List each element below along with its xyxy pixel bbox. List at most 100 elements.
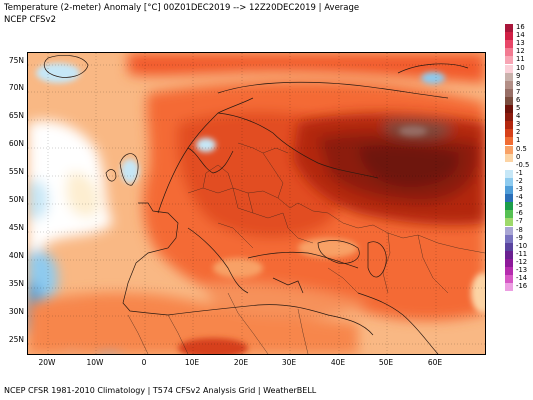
legend-label: -1: [516, 168, 523, 177]
lat-label: 55N: [8, 167, 24, 176]
legend-swatch: [505, 250, 513, 259]
legend-swatch: [505, 72, 513, 81]
legend-entry: 14: [505, 31, 533, 41]
legend-swatch: [505, 275, 513, 284]
legend-swatch: [505, 153, 513, 162]
legend-entry: 8: [505, 79, 533, 89]
legend-label: -16: [516, 282, 528, 291]
legend-label: -6: [516, 209, 523, 218]
anomaly-map: [27, 52, 486, 355]
legend-entry: 16: [505, 23, 533, 33]
legend-swatch: [505, 24, 513, 33]
legend-entry: -10: [505, 241, 533, 251]
legend-entry: 7: [505, 88, 533, 97]
legend-entry: -5: [505, 201, 533, 211]
legend-entry: -8: [505, 225, 533, 235]
legend-entry: -14: [505, 274, 533, 284]
legend-label: 3: [516, 120, 521, 129]
legend-swatch: [505, 48, 513, 57]
legend-entry: -1: [505, 168, 533, 178]
legend-swatch: [505, 32, 513, 41]
lat-label: 50N: [8, 195, 24, 204]
legend-swatch: [505, 88, 513, 97]
legend-entry: 5: [505, 104, 533, 114]
chart-title: Temperature (2-meter) Anomaly [°C] 00Z01…: [4, 3, 360, 13]
legend-entry: -7: [505, 217, 533, 227]
legend-entry: 0: [505, 152, 533, 162]
legend-label: -5: [516, 201, 523, 210]
lat-label: 35N: [8, 279, 24, 288]
legend-label: 11: [516, 55, 525, 64]
legend-label: 5: [516, 104, 521, 112]
legend-swatch: [505, 169, 513, 178]
legend-label: 14: [516, 31, 525, 40]
legend-entry: 13: [505, 39, 533, 49]
legend-swatch: [505, 202, 513, 211]
legend-label: 0: [516, 152, 521, 161]
legend-entry: -3: [505, 185, 533, 195]
legend-swatch: [505, 129, 513, 138]
legend-label: 8: [516, 79, 521, 88]
legend-label: -2: [516, 176, 523, 185]
legend-label: 16: [516, 23, 525, 31]
legend-label: 12: [516, 47, 525, 56]
legend-label: -7: [516, 217, 523, 226]
legend-label: 0.5: [516, 144, 527, 153]
legend-entry: -2: [505, 176, 533, 186]
legend-entry: 12: [505, 47, 533, 57]
anomaly-map-canvas: [28, 53, 485, 354]
legend-swatch: [505, 186, 513, 195]
legend-swatch: [505, 137, 513, 146]
legend-swatch: [505, 56, 513, 65]
legend-label: 6: [516, 95, 521, 104]
legend-label: 13: [516, 39, 525, 48]
legend-label: -10: [516, 241, 528, 250]
lon-label: 10E: [184, 358, 200, 367]
legend-swatch: [505, 145, 513, 154]
country-borders: [127, 142, 485, 354]
legend-label: 4: [516, 112, 521, 121]
legend-label: -3: [516, 185, 523, 193]
legend-label: -8: [516, 225, 523, 234]
lon-label: 60E: [427, 358, 443, 367]
legend-entry: 0.5: [505, 144, 533, 154]
warm-core: [293, 113, 485, 225]
legend-entry: -16: [505, 282, 533, 292]
legend-label: 10: [516, 63, 525, 72]
legend-swatch: [505, 121, 513, 130]
legend-entry: 10: [505, 63, 533, 73]
small-features: [36, 63, 485, 354]
legend-entry: 9: [505, 72, 533, 81]
legend-swatch: [505, 161, 513, 170]
legend-entry: 11: [505, 55, 533, 65]
legend-swatch: [505, 258, 513, 267]
legend-swatch: [505, 80, 513, 89]
legend-swatch: [505, 194, 513, 203]
legend-swatch: [505, 234, 513, 243]
legend-entry: -12: [505, 257, 533, 267]
legend-swatch: [505, 113, 513, 122]
legend-label: -12: [516, 257, 528, 266]
legend-entry: -4: [505, 193, 533, 203]
legend-swatch: [505, 64, 513, 73]
legend-label: -9: [516, 233, 523, 242]
lon-label: 10W: [86, 358, 104, 367]
lat-label: 45N: [8, 223, 24, 232]
lon-label: 40E: [330, 358, 346, 367]
lat-label: 75N: [8, 56, 24, 65]
legend-swatch: [505, 283, 513, 292]
legend-label: -11: [516, 249, 528, 258]
lon-label: 20E: [233, 358, 249, 367]
lon-label: 20W: [38, 358, 56, 367]
coastlines: [43, 55, 469, 354]
legend-entry: -0.5: [505, 161, 533, 170]
data-credit: NCEP CFSR 1981-2010 Climatology | T574 C…: [4, 386, 317, 395]
lat-label: 30N: [8, 307, 24, 316]
lon-label: 30E: [281, 358, 297, 367]
lat-label: 65N: [8, 111, 24, 120]
legend-entry: -11: [505, 249, 533, 259]
legend-entry: 6: [505, 95, 533, 105]
legend-label: -14: [516, 274, 528, 283]
legend-swatch: [505, 96, 513, 105]
legend-entry: 1: [505, 136, 533, 146]
